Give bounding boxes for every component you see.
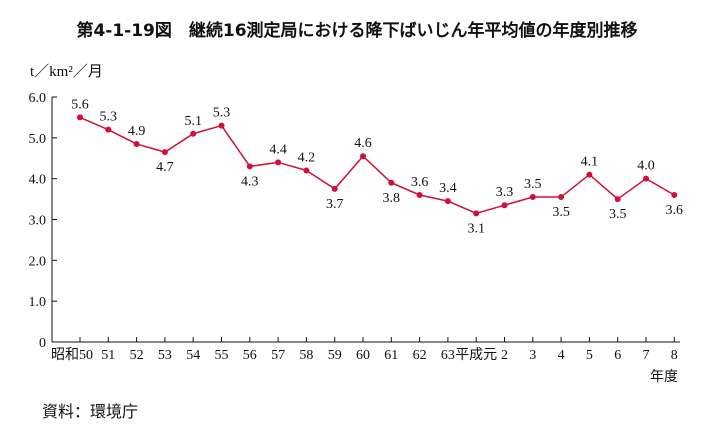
data-point xyxy=(331,185,338,192)
data-label: 5.3 xyxy=(213,106,231,121)
x-tick-label: 8 xyxy=(671,348,678,363)
series-line xyxy=(79,116,675,215)
x-tick-label: 56 xyxy=(243,348,257,363)
data-label: 5.6 xyxy=(71,97,89,112)
y-tick-label: 6.0 xyxy=(29,91,47,106)
x-tick-label: 54 xyxy=(186,348,200,363)
x-tick-label: 63 xyxy=(441,348,455,363)
x-tick-label: 57 xyxy=(271,348,285,363)
data-label: 5.1 xyxy=(184,114,202,129)
data-point xyxy=(614,196,621,203)
x-tick-label: 61 xyxy=(384,348,398,363)
data-point xyxy=(190,130,197,137)
data-point xyxy=(416,192,423,198)
data-label: 3.6 xyxy=(411,175,429,190)
data-point xyxy=(161,149,168,156)
data-point xyxy=(360,153,366,160)
data-points xyxy=(77,114,678,217)
data-label: 3.5 xyxy=(609,207,627,222)
source-note: 資料：環境庁 xyxy=(42,402,139,421)
data-label: 3.7 xyxy=(326,197,344,212)
data-point xyxy=(586,171,593,178)
x-tick-label: 52 xyxy=(130,348,144,363)
data-point xyxy=(643,175,649,182)
data-point xyxy=(275,159,282,166)
data-label: 3.1 xyxy=(467,221,485,236)
data-label: 3.8 xyxy=(383,191,401,206)
x-tick-label: 51 xyxy=(101,348,115,363)
x-tick-label: 2 xyxy=(501,348,508,363)
data-point xyxy=(388,179,395,186)
data-label: 4.4 xyxy=(269,142,287,157)
data-label: 4.2 xyxy=(298,151,316,166)
data-label: 5.3 xyxy=(100,110,118,125)
data-label: 3.5 xyxy=(524,177,542,192)
data-point xyxy=(218,122,225,129)
y-tick-label: 4.0 xyxy=(29,173,47,188)
data-point xyxy=(671,192,678,198)
y-tick-label: 5.0 xyxy=(29,132,47,147)
data-label: 3.6 xyxy=(666,203,684,218)
x-tick-label: 4 xyxy=(558,348,565,363)
x-axis-label: 年度 xyxy=(650,369,678,385)
x-tick-label: 平成元 xyxy=(455,347,497,363)
data-point xyxy=(105,126,112,133)
y-axis-unit-label: t／km²／月 xyxy=(30,63,103,80)
data-point xyxy=(77,114,83,121)
x-tick-label: 59 xyxy=(328,348,342,363)
data-label: 4.3 xyxy=(241,174,259,189)
data-point xyxy=(133,140,140,147)
data-label: 3.4 xyxy=(439,181,457,196)
data-label: 3.5 xyxy=(552,205,570,220)
x-tick-label: 3 xyxy=(529,348,536,363)
x-tick-label: 60 xyxy=(356,348,370,363)
x-tick-label: 6 xyxy=(614,348,621,363)
x-tick-label: 5 xyxy=(586,348,593,363)
data-point xyxy=(303,167,310,174)
chart-title: 第4-1-19図 継続16測定局における降下ばいじん年平均値の年度別推移 xyxy=(76,21,638,41)
x-tick-label: 昭和50 xyxy=(51,347,93,363)
data-label: 4.0 xyxy=(637,159,655,174)
data-point xyxy=(529,194,536,201)
x-tick-label: 7 xyxy=(643,348,650,363)
y-tick-labels: 0 1.0 2.0 3.0 4.0 5.0 6.0 xyxy=(29,91,47,351)
data-point xyxy=(501,202,508,209)
y-tick-label: 2.0 xyxy=(29,254,47,269)
x-tick-label: 55 xyxy=(215,348,229,363)
axes xyxy=(51,96,680,343)
y-tick-label: 1.0 xyxy=(29,295,47,310)
data-label: 4.9 xyxy=(128,124,146,139)
data-point xyxy=(246,163,253,170)
data-label: 4.6 xyxy=(354,136,372,151)
data-point xyxy=(473,210,480,217)
data-label: 4.1 xyxy=(581,155,599,170)
data-point xyxy=(444,198,451,205)
y-tick-label: 3.0 xyxy=(29,214,47,229)
x-tick-label: 53 xyxy=(158,348,172,363)
data-point xyxy=(558,194,565,201)
data-label: 4.7 xyxy=(156,160,174,175)
data-labels: 5.6 5.3 4.9 4.7 5.1 5.3 4.3 4.4 4.2 3.7 4.6 3.8 3.6 3… xyxy=(71,97,683,236)
x-tick-label: 62 xyxy=(413,348,427,363)
x-tick-labels: 昭和50 51 52 53 54 55 56 57 58 59 60 61 62 63 平成元 2 3 4 5 6 7 8 xyxy=(51,347,678,363)
y-tick-label: 0 xyxy=(39,336,46,351)
data-label: 3.3 xyxy=(496,185,514,200)
x-tick-label: 58 xyxy=(299,348,313,363)
